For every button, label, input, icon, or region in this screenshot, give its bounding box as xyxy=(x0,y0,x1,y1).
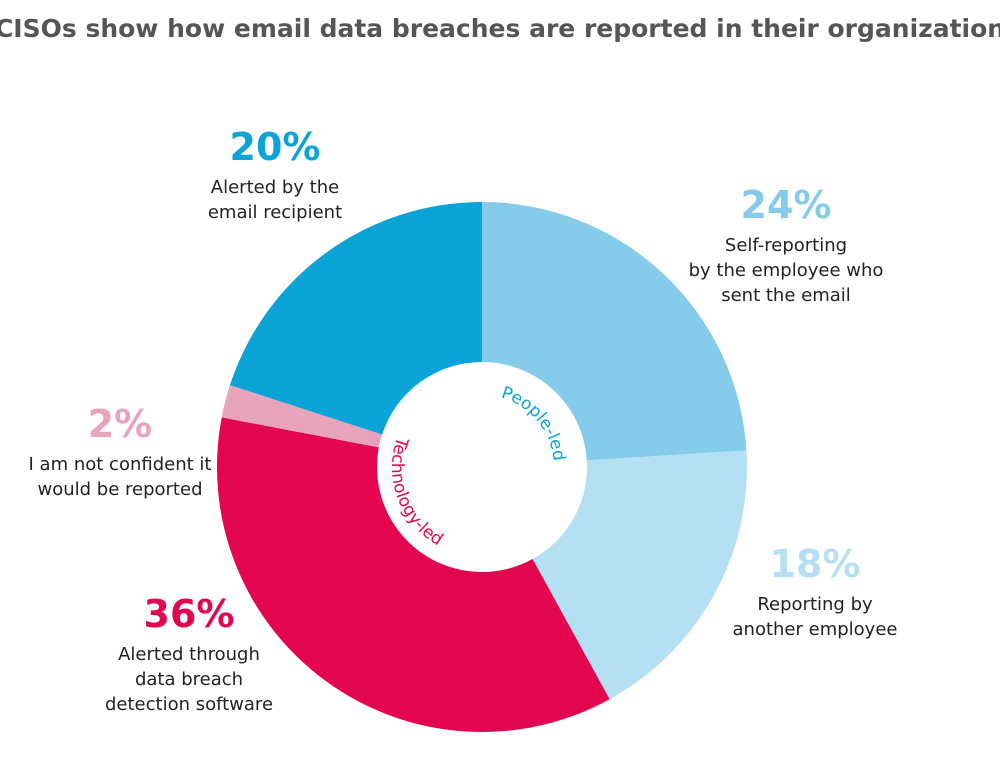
donut-segment xyxy=(229,202,482,435)
percent-label: 2% xyxy=(88,402,153,446)
center-label-path: People-led xyxy=(499,383,569,462)
chart-title: CISOs show how email data breaches are r… xyxy=(0,14,1000,43)
category-label: Alerted by the xyxy=(211,177,339,198)
percent-label: 18% xyxy=(770,542,861,586)
percent-label: 36% xyxy=(144,592,235,636)
donut-segment xyxy=(216,417,610,732)
category-label: would be reported xyxy=(38,479,203,500)
category-label: detection software xyxy=(105,694,273,715)
category-label: sent the email xyxy=(721,285,851,306)
category-label: Reporting by xyxy=(757,594,873,615)
percent-label: 24% xyxy=(741,183,832,227)
category-label: Self-reporting xyxy=(725,235,847,256)
donut-segment xyxy=(482,202,747,461)
category-label: Alerted through xyxy=(118,644,260,665)
category-label: email recipient xyxy=(208,202,342,223)
percent-label: 20% xyxy=(230,125,321,169)
category-label: I am not confident it xyxy=(29,454,212,475)
donut-segment xyxy=(532,450,747,700)
donut-segment xyxy=(221,385,383,448)
category-label: by the employee who xyxy=(689,260,884,281)
category-label: another employee xyxy=(733,619,898,640)
category-label: data breach xyxy=(135,669,243,690)
center-label: People-led xyxy=(499,383,569,462)
